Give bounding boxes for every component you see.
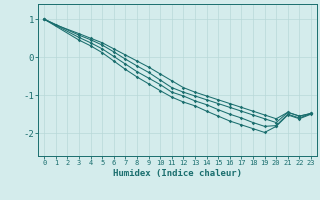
X-axis label: Humidex (Indice chaleur): Humidex (Indice chaleur) xyxy=(113,169,242,178)
